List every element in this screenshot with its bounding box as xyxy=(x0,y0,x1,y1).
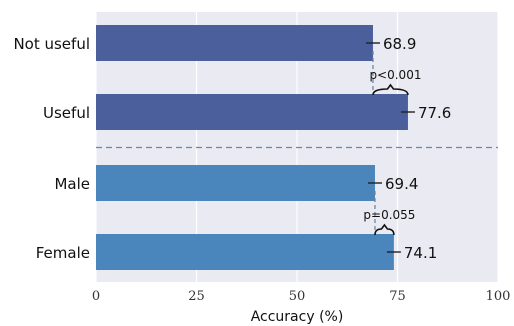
bar xyxy=(96,234,394,270)
value-label: 69.4 xyxy=(385,175,418,193)
x-tick-label: 0 xyxy=(92,289,100,304)
x-axis-title: Accuracy (%) xyxy=(251,309,344,325)
category-label: Male xyxy=(54,175,90,193)
bars: 68.9 Not useful 77.6 Useful 69.4 Male 74.1 Fema… xyxy=(13,25,451,270)
bar xyxy=(96,25,373,61)
category-label: Female xyxy=(36,244,90,262)
x-axis: 0 25 50 75 100 xyxy=(92,289,511,304)
value-label: 77.6 xyxy=(418,104,451,122)
p-value-label: p=0.055 xyxy=(363,208,415,222)
x-tick-label: 75 xyxy=(389,289,406,304)
bar xyxy=(96,165,375,201)
annotations: p<0.001 p=0.055 xyxy=(96,51,498,236)
x-tick-label: 25 xyxy=(188,289,205,304)
category-label: Not useful xyxy=(13,35,90,53)
x-tick-label: 50 xyxy=(289,289,306,304)
value-label: 74.1 xyxy=(404,244,437,262)
significance-bracket xyxy=(372,83,409,96)
p-value-label: p<0.001 xyxy=(369,68,421,82)
significance-bracket xyxy=(374,223,395,236)
category-label: Useful xyxy=(43,104,90,122)
x-tick-label: 100 xyxy=(486,289,511,304)
bar xyxy=(96,94,408,130)
value-label: 68.9 xyxy=(383,35,416,53)
